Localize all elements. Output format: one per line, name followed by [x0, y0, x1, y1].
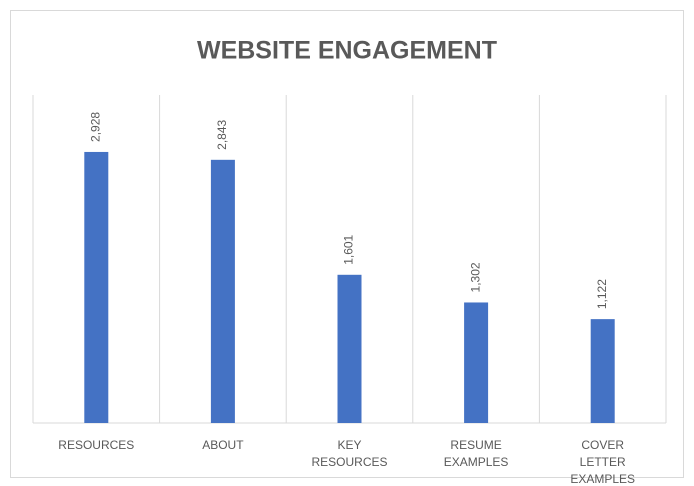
bar	[84, 151, 109, 423]
x-tick-label: KEY RESOURCES	[311, 438, 388, 469]
data-label: 1,601	[342, 234, 356, 264]
data-label: 1,122	[595, 279, 609, 309]
data-label: 2,843	[215, 119, 229, 149]
bar	[464, 302, 489, 423]
data-label: 1,302	[468, 262, 482, 292]
bar	[590, 319, 615, 423]
chart-title: WEBSITE ENGAGEMENT	[197, 37, 497, 65]
x-tick-label: RESUME EXAMPLES	[443, 438, 509, 469]
data-label: 2,928	[88, 112, 102, 142]
x-tick-label: ABOUT	[202, 438, 244, 452]
bar	[337, 274, 362, 423]
x-tick-label: RESOURCES	[58, 438, 135, 452]
bar	[210, 159, 235, 423]
x-tick-label: COVER LETTER EXAMPLES	[570, 438, 636, 486]
